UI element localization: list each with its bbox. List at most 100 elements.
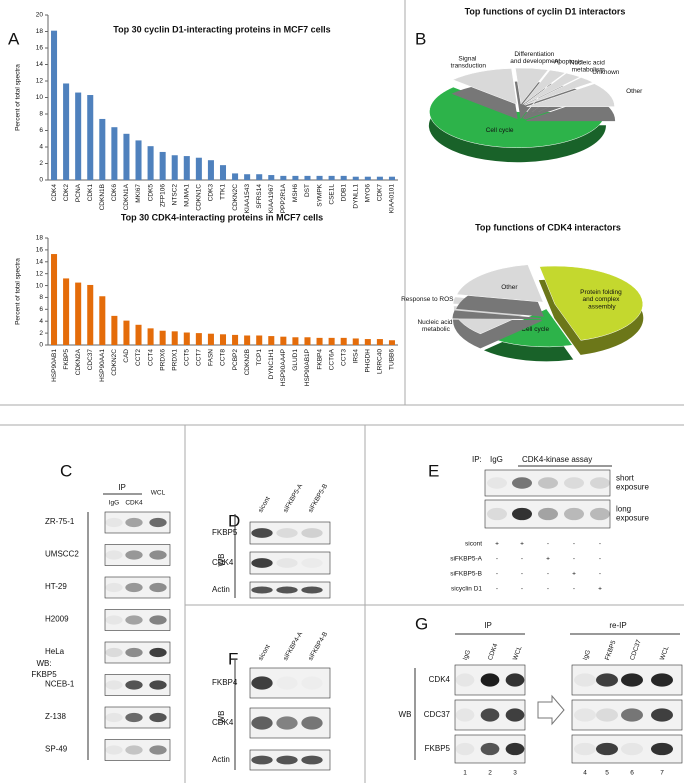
row-label: SP-49 [45, 745, 68, 754]
wb-label: WB [217, 711, 226, 724]
y-tick-label: 8 [39, 111, 43, 118]
lane-number: 4 [583, 770, 587, 777]
band [251, 676, 273, 690]
x-tick-label: HSP90AA4P [280, 349, 287, 386]
lane-label: CDK4 [487, 642, 500, 661]
x-tick-label: CDC37 [87, 349, 94, 371]
bar [123, 320, 130, 345]
bar [99, 296, 106, 345]
band [596, 742, 618, 756]
wb-label: WB [217, 554, 226, 567]
blot [249, 521, 331, 545]
slice-label: Cell cycle [521, 326, 549, 333]
blot [104, 739, 171, 761]
x-tick-label: NUMA1 [184, 184, 191, 207]
bar [183, 332, 190, 345]
band [149, 615, 167, 625]
bar [219, 334, 227, 345]
row-label: Actin [212, 755, 230, 764]
panel-letter: G [415, 614, 428, 633]
row-label: siFKBP5-B [450, 571, 482, 578]
band [125, 550, 143, 560]
slice-label: Cell cycle [486, 127, 514, 134]
x-tick-label: CDK5 [147, 184, 154, 202]
slice [522, 69, 566, 105]
row-label: CDC37 [424, 710, 451, 719]
exposure-label: long exposure [616, 505, 649, 523]
treatment-mark: + [598, 586, 602, 593]
lane-number: 5 [605, 770, 609, 777]
band [149, 582, 167, 593]
slice-label: Other [626, 88, 643, 95]
bar [51, 30, 58, 180]
x-tick-label: CCT6A [328, 348, 335, 370]
slice [456, 264, 544, 303]
band [487, 507, 507, 521]
bar [219, 165, 227, 180]
x-tick-label: CCT2 [135, 349, 142, 366]
band [505, 742, 525, 756]
band [125, 615, 143, 625]
band [564, 477, 584, 489]
y-tick-label: 14 [36, 258, 44, 265]
x-tick-label: CAD [123, 349, 130, 363]
x-tick-label: PHGDH [365, 349, 372, 373]
slice-label: Unknown [592, 69, 619, 76]
band [538, 507, 558, 521]
x-tick-label: DST [304, 184, 311, 197]
band [125, 582, 143, 593]
treatment-mark: - [547, 541, 549, 548]
y-tick-label: 10 [36, 282, 44, 289]
bar [340, 337, 347, 345]
wb-label: WB [399, 710, 412, 719]
lane-number: 3 [513, 770, 517, 777]
lane-number: 1 [463, 770, 467, 777]
panel-letter: C [60, 461, 72, 480]
band [105, 517, 123, 528]
band [149, 680, 167, 690]
treatment-mark: - [599, 556, 601, 563]
x-tick-label: CDK7 [377, 184, 384, 202]
slice-side [452, 310, 542, 320]
bar [87, 95, 94, 180]
band [574, 708, 596, 722]
bar [232, 334, 239, 345]
x-tick-label: CCT3 [340, 349, 347, 366]
slice-label: Nucleic acid metabolism [570, 59, 607, 73]
y-axis-label: Percent of total spectra [15, 258, 22, 325]
x-tick-label: KIAA1967 [268, 184, 275, 214]
bar [244, 335, 251, 345]
band [301, 676, 322, 689]
y-tick-label: 2 [39, 330, 43, 337]
bar [135, 140, 142, 180]
bar [87, 284, 94, 345]
band [590, 507, 610, 521]
band [251, 586, 273, 594]
band [276, 528, 298, 538]
lane-label: IgG [462, 649, 472, 661]
lane-label: CDK4-kinase assay [522, 455, 592, 464]
row-label: NCEB-1 [45, 680, 75, 689]
bar [75, 282, 82, 345]
x-tick-label: CCT4 [147, 349, 154, 366]
x-tick-label: SFRS14 [256, 184, 263, 209]
y-tick-label: 10 [36, 94, 44, 101]
band [125, 745, 143, 755]
y-tick-label: 8 [39, 294, 43, 301]
band [251, 558, 273, 568]
y-tick-label: 6 [39, 306, 43, 313]
exposure-label: short exposure [616, 474, 649, 492]
band [105, 550, 123, 560]
treatment-mark: + [546, 556, 550, 563]
wb-label: WB: [36, 659, 51, 668]
row-label: H2009 [45, 615, 69, 624]
band [621, 673, 643, 687]
blot [104, 544, 171, 566]
bar [316, 337, 323, 345]
row-label: FKBP5 [425, 744, 451, 753]
y-tick-label: 18 [36, 28, 44, 35]
row-label: CDK4 [212, 718, 234, 727]
slice [523, 72, 581, 105]
